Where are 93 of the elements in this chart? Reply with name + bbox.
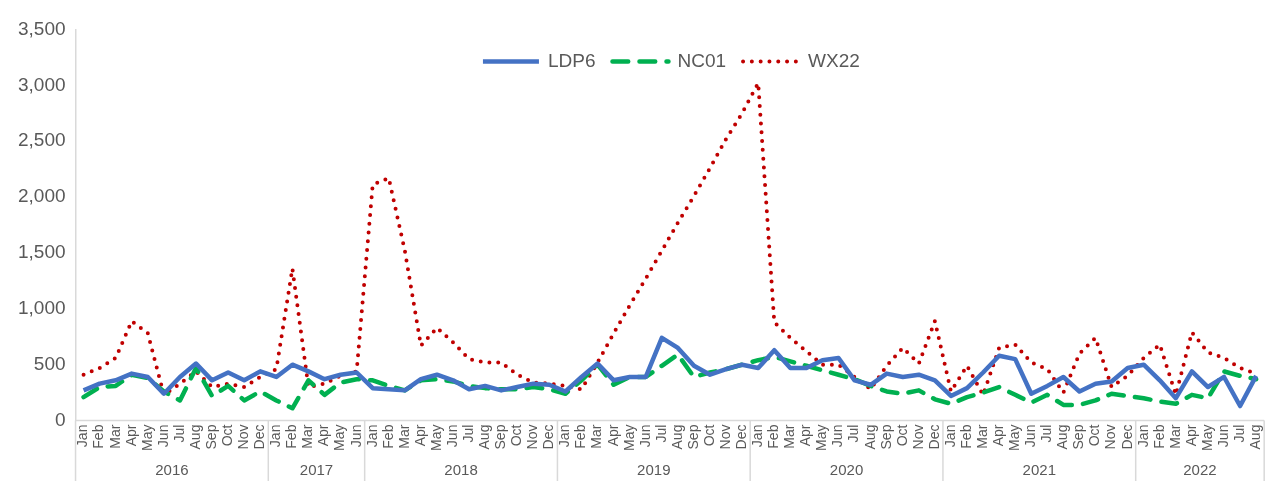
legend-label: LDP6 bbox=[547, 49, 596, 71]
x-tick-label: Sep bbox=[877, 424, 894, 450]
x-tick-label: Mar bbox=[588, 424, 605, 449]
x-tick-label: Oct bbox=[508, 424, 525, 447]
x-tick-label: May bbox=[620, 424, 637, 451]
x-tick-label: Aug bbox=[186, 424, 203, 450]
x-tick-label: Mar bbox=[299, 424, 316, 449]
text: 2018 bbox=[444, 461, 478, 479]
x-tick-label: Sep bbox=[684, 424, 701, 450]
x-tick-label: Jan bbox=[74, 424, 91, 448]
y-tick-label: 0 bbox=[54, 408, 66, 430]
x-tick-label: May bbox=[138, 424, 155, 451]
x-tick-label: Sep bbox=[1070, 424, 1087, 450]
x-tick-label: Apr bbox=[411, 424, 428, 447]
x-tick-label: Apr bbox=[315, 424, 332, 447]
x-tick-label: Aug bbox=[861, 424, 878, 450]
x-tick-label: Mar bbox=[106, 424, 123, 449]
x-tick-label: Feb bbox=[1150, 424, 1167, 449]
x-tick-label: Apr bbox=[122, 424, 139, 447]
x-tick-label: Dec bbox=[733, 424, 750, 450]
x-tick-label: Feb bbox=[90, 424, 107, 449]
x-tick-label: Jan bbox=[1134, 424, 1151, 448]
x-tick-label: May bbox=[813, 424, 830, 451]
x-tick-label: Dec bbox=[540, 424, 557, 450]
x-tick-label: Aug bbox=[1247, 424, 1264, 450]
x-tick-label: Oct bbox=[700, 424, 717, 447]
x-tick-label: Jul bbox=[459, 424, 476, 443]
x-tick-label: Feb bbox=[379, 424, 396, 449]
x-tick-label: Jul bbox=[1038, 424, 1055, 443]
x-tick-label: May bbox=[1198, 424, 1215, 451]
x-tick-label: Oct bbox=[219, 424, 235, 447]
line-series bbox=[81, 352, 1259, 411]
x-tick-label: Jan bbox=[749, 424, 766, 448]
x-tick-label: Nov bbox=[716, 424, 733, 450]
x-tick-label: Feb bbox=[572, 424, 589, 449]
x-tick-label: Mar bbox=[781, 424, 798, 449]
x-tick-label: Oct bbox=[1086, 424, 1103, 447]
x-tick-label: Dec bbox=[1118, 424, 1135, 450]
x-tick-label: Jul bbox=[652, 424, 669, 443]
x-tick-label: Sep bbox=[202, 424, 219, 450]
x-tick-label: Jun bbox=[1214, 424, 1231, 448]
x-tick-label: Aug bbox=[668, 424, 685, 450]
x-tick-label: Jun bbox=[154, 424, 171, 448]
x-tick-label: Dec bbox=[925, 424, 942, 450]
x-tick-label: Mar bbox=[1166, 424, 1183, 449]
text: 2021 bbox=[1022, 461, 1056, 479]
x-tick-label: Jun bbox=[829, 424, 846, 448]
x-tick-label: Aug bbox=[1054, 424, 1071, 450]
y-tick-label: 2,000 bbox=[18, 185, 66, 207]
x-tick-label: Feb bbox=[283, 424, 300, 449]
x-tick-label: Sep bbox=[492, 424, 509, 450]
y-tick-label: 3,500 bbox=[18, 17, 66, 39]
x-tick-label: Nov bbox=[235, 424, 252, 450]
x-tick-label: Apr bbox=[990, 424, 1007, 447]
x-tick-label: Apr bbox=[797, 424, 814, 447]
x-tick-label: Feb bbox=[957, 424, 974, 449]
x-tick-label: Jul bbox=[170, 424, 187, 443]
x-tick-label: Dec bbox=[251, 424, 268, 450]
x-tick-label: Jan bbox=[941, 424, 958, 448]
legend-label: NC01 bbox=[677, 49, 727, 71]
x-tick-label: Jul bbox=[1230, 424, 1247, 443]
x-tick-label: May bbox=[331, 424, 348, 451]
x-tick-label: Aug bbox=[476, 424, 493, 450]
x-tick-label: Mar bbox=[395, 424, 412, 449]
x-tick-label: Jun bbox=[636, 424, 653, 448]
y-tick-label: 1,000 bbox=[18, 297, 66, 319]
x-tick-label: Oct bbox=[893, 424, 910, 447]
y-tick-label: 2,500 bbox=[18, 129, 66, 151]
text: 2020 bbox=[829, 461, 864, 479]
x-tick-label: Mar bbox=[973, 424, 990, 449]
x-tick-label: Nov bbox=[524, 424, 541, 450]
x-tick-label: Jan bbox=[267, 424, 284, 448]
y-tick-label: 500 bbox=[33, 352, 66, 374]
x-tick-label: Jun bbox=[1022, 424, 1039, 448]
text: 2016 bbox=[155, 461, 189, 479]
text: 2019 bbox=[637, 461, 671, 479]
x-tick-label: Jun bbox=[443, 424, 460, 448]
y-tick-label: 1,500 bbox=[18, 241, 66, 263]
x-tick-label: Feb bbox=[765, 424, 782, 449]
x-tick-label: Jan bbox=[363, 424, 380, 448]
x-tick-label: Apr bbox=[1182, 424, 1199, 447]
x-tick-label: Apr bbox=[604, 424, 621, 447]
x-tick-label: Jun bbox=[347, 424, 364, 448]
x-tick-label: Jan bbox=[556, 424, 573, 448]
x-tick-label: May bbox=[427, 424, 444, 451]
y-tick-label: 3,000 bbox=[18, 73, 66, 95]
x-tick-label: Nov bbox=[909, 424, 926, 450]
text: 2022 bbox=[1183, 461, 1217, 479]
x-tick-label: May bbox=[1006, 424, 1023, 451]
legend-label: WX22 bbox=[808, 49, 860, 71]
x-tick-label: Jul bbox=[845, 424, 862, 443]
x-tick-label: Nov bbox=[1102, 424, 1119, 450]
text: 2017 bbox=[299, 461, 334, 479]
